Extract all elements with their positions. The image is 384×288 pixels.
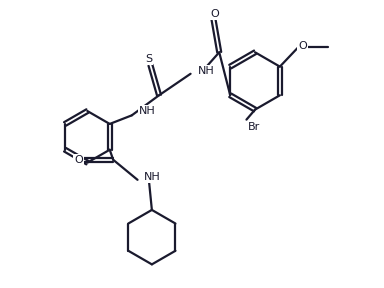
Text: O: O bbox=[298, 41, 307, 51]
Text: NH: NH bbox=[144, 172, 161, 182]
Text: NH: NH bbox=[198, 66, 215, 76]
Text: NH: NH bbox=[139, 106, 156, 116]
Text: O: O bbox=[210, 9, 219, 19]
Text: O: O bbox=[74, 155, 83, 165]
Text: S: S bbox=[146, 54, 152, 65]
Text: Br: Br bbox=[248, 122, 260, 132]
